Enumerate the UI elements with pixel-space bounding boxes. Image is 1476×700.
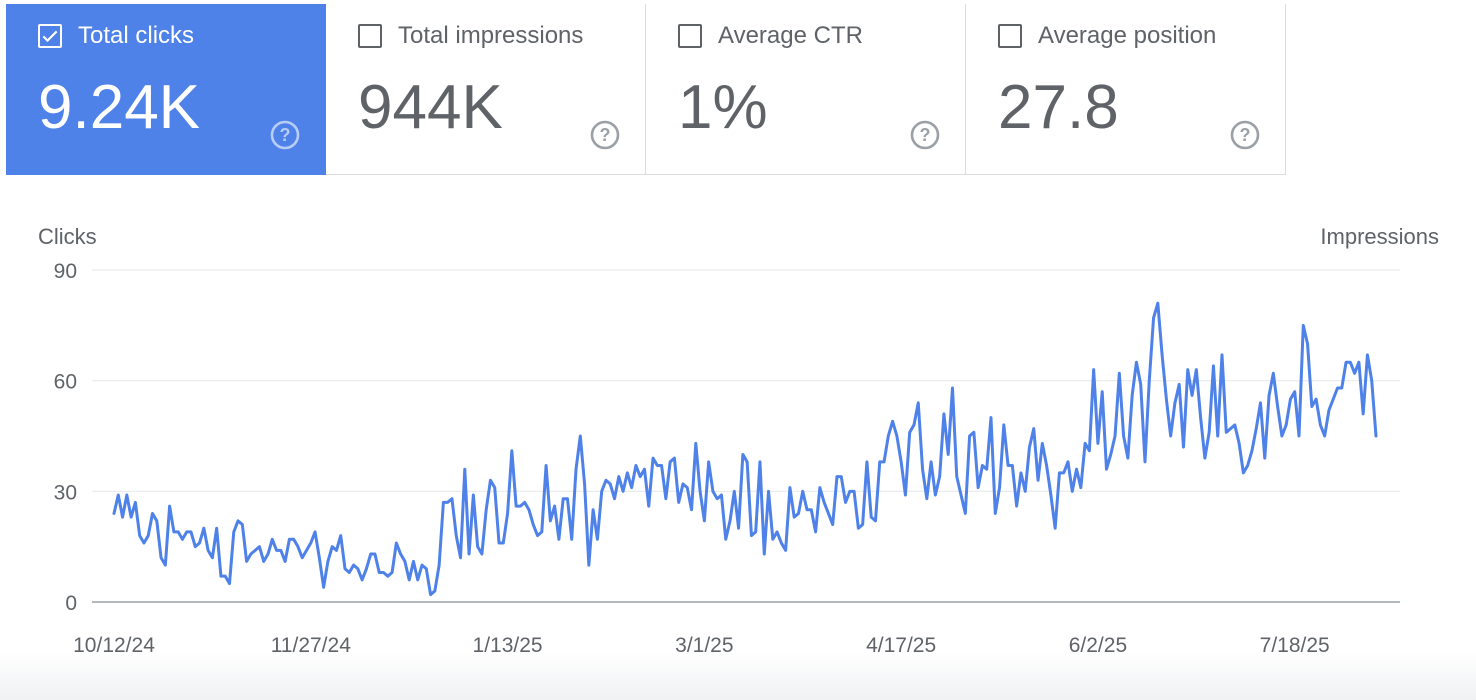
- y-tick-label: 90: [54, 260, 77, 283]
- x-axis-ticks: 10/12/24 11/27/24 1/13/25 3/1/25 4/17/25 6/2/…: [73, 634, 1330, 657]
- x-tick-label: 1/13/25: [473, 634, 543, 657]
- y-axis-title-right: Impressions: [1320, 224, 1439, 249]
- metric-card-header: Total clicks: [38, 23, 194, 49]
- help-circle-icon[interactable]: ?: [268, 118, 302, 152]
- check-icon: [42, 30, 58, 43]
- metric-card-average-ctr[interactable]: Average CTR 1% ?: [646, 4, 966, 175]
- svg-text:?: ?: [920, 125, 931, 145]
- y-tick-label: 30: [54, 481, 77, 504]
- help-circle-icon[interactable]: ?: [908, 118, 942, 152]
- metric-label: Average CTR: [718, 22, 863, 49]
- svg-text:?: ?: [600, 125, 611, 145]
- metric-value: 1%: [678, 73, 768, 142]
- checkbox-unchecked-icon[interactable]: [678, 24, 702, 48]
- x-tick-label: 6/2/25: [1069, 634, 1127, 657]
- metric-label: Average position: [1038, 22, 1217, 49]
- x-tick-label: 11/27/24: [271, 634, 352, 657]
- svg-text:?: ?: [280, 125, 291, 145]
- y-axis-title-left: Clicks: [38, 224, 97, 249]
- gridlines: [92, 269, 1400, 603]
- metric-value: 944K: [358, 73, 503, 142]
- y-tick-label: 0: [65, 592, 77, 615]
- checkbox-unchecked-icon[interactable]: [358, 24, 382, 48]
- checkbox-checked-icon[interactable]: [38, 24, 62, 48]
- svg-text:?: ?: [1240, 125, 1251, 145]
- metric-card-average-position[interactable]: Average position 27.8 ?: [966, 4, 1286, 175]
- metric-card-total-impressions[interactable]: Total impressions 944K ?: [326, 4, 646, 175]
- metric-value: 9.24K: [38, 73, 201, 142]
- y-axis-ticks: 0 30 60 90: [54, 260, 77, 615]
- x-tick-label: 7/18/25: [1260, 634, 1330, 657]
- metric-label: Total clicks: [78, 22, 195, 49]
- metric-card-header: Average position: [998, 23, 1216, 49]
- metric-card-total-clicks[interactable]: Total clicks 9.24K ?: [6, 4, 326, 175]
- metric-cards: Total clicks 9.24K ? Total impressions 9…: [6, 4, 1286, 175]
- checkbox-unchecked-icon[interactable]: [998, 24, 1022, 48]
- clicks-series-line: [112, 301, 1378, 597]
- metric-card-header: Total impressions: [358, 23, 583, 49]
- metric-label: Total impressions: [398, 22, 584, 49]
- metric-value: 27.8: [998, 73, 1119, 142]
- performance-chart: 0 30 60 90 10/12/24 11/27/24 1/13/25 3/1/25 4/1…: [0, 175, 1476, 700]
- help-circle-icon[interactable]: ?: [1228, 118, 1262, 152]
- y-tick-label: 60: [54, 371, 77, 394]
- help-circle-icon[interactable]: ?: [588, 118, 622, 152]
- chart-svg: 0 30 60 90 10/12/24 11/27/24 1/13/25 3/1/25 4/1…: [38, 224, 1439, 657]
- x-tick-label: 10/12/24: [73, 634, 155, 657]
- x-tick-label: 3/1/25: [675, 634, 733, 657]
- x-tick-label: 4/17/25: [866, 634, 936, 657]
- metric-card-header: Average CTR: [678, 23, 863, 49]
